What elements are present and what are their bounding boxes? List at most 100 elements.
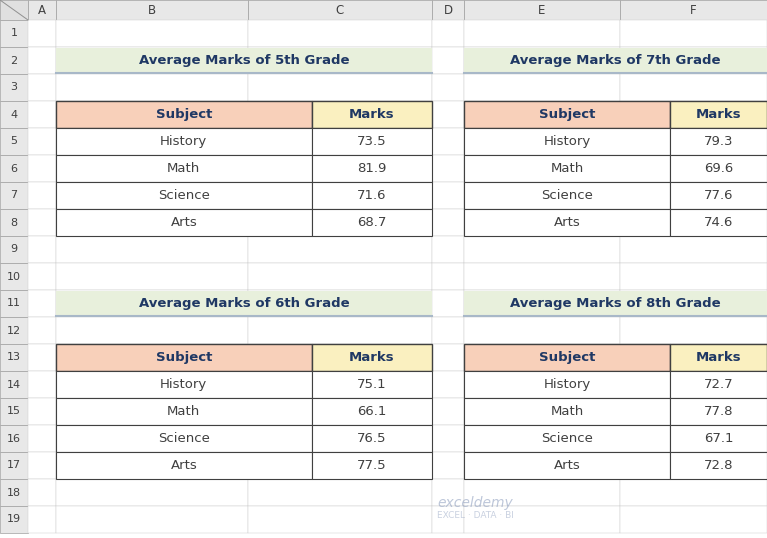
Text: Marks: Marks: [696, 351, 742, 364]
Text: 11: 11: [7, 299, 21, 308]
Text: 77.5: 77.5: [357, 459, 387, 472]
Bar: [56, 182, 311, 209]
Text: Average Marks of 8th Grade: Average Marks of 8th Grade: [510, 297, 721, 310]
Bar: [620, 209, 767, 236]
Text: 81.9: 81.9: [357, 162, 387, 175]
Text: E: E: [538, 4, 545, 17]
Bar: [56, 0, 248, 20]
Bar: [56, 290, 248, 317]
Bar: [28, 290, 56, 317]
Text: 77.8: 77.8: [704, 405, 733, 418]
Text: 69.6: 69.6: [704, 162, 733, 175]
Bar: [28, 74, 56, 101]
Text: 6: 6: [11, 164, 18, 173]
Bar: [464, 291, 767, 316]
Bar: [0, 371, 28, 398]
Bar: [620, 236, 767, 263]
Bar: [311, 155, 432, 182]
Text: 72.8: 72.8: [704, 459, 733, 472]
Bar: [56, 20, 248, 47]
Bar: [432, 20, 464, 47]
Bar: [56, 425, 311, 452]
Bar: [0, 209, 28, 236]
Bar: [248, 0, 432, 20]
Text: 14: 14: [7, 379, 21, 390]
Bar: [670, 182, 767, 209]
Bar: [0, 101, 28, 128]
Bar: [311, 398, 432, 425]
Bar: [464, 452, 670, 479]
Text: Arts: Arts: [554, 216, 581, 229]
Bar: [620, 47, 767, 74]
Bar: [464, 20, 620, 47]
Text: A: A: [38, 4, 46, 17]
Bar: [0, 236, 28, 263]
Bar: [464, 236, 620, 263]
Bar: [28, 506, 56, 533]
Bar: [432, 128, 464, 155]
Bar: [56, 344, 311, 371]
Bar: [432, 209, 464, 236]
Bar: [56, 209, 311, 236]
Bar: [56, 128, 311, 155]
Bar: [620, 506, 767, 533]
Text: EXCEL · DATA · BI: EXCEL · DATA · BI: [437, 511, 514, 520]
Bar: [432, 398, 464, 425]
Bar: [670, 452, 767, 479]
Bar: [432, 344, 464, 371]
Bar: [28, 398, 56, 425]
Bar: [464, 209, 670, 236]
Bar: [248, 128, 432, 155]
Bar: [432, 236, 464, 263]
Bar: [0, 398, 28, 425]
Bar: [248, 344, 432, 371]
Bar: [56, 452, 248, 479]
Bar: [620, 425, 767, 452]
Bar: [248, 182, 432, 209]
Text: 9: 9: [11, 244, 18, 254]
Bar: [670, 155, 767, 182]
Text: Math: Math: [551, 405, 584, 418]
Bar: [432, 182, 464, 209]
Text: Science: Science: [158, 189, 210, 202]
Bar: [620, 128, 767, 155]
Bar: [56, 398, 248, 425]
Bar: [28, 209, 56, 236]
Bar: [620, 0, 767, 20]
Text: 18: 18: [7, 487, 21, 498]
Bar: [28, 155, 56, 182]
Bar: [464, 452, 620, 479]
Bar: [432, 425, 464, 452]
Bar: [432, 47, 464, 74]
Bar: [620, 101, 767, 128]
Bar: [432, 290, 464, 317]
Bar: [432, 263, 464, 290]
Text: 3: 3: [11, 82, 18, 93]
Bar: [432, 506, 464, 533]
Bar: [56, 317, 248, 344]
Text: 12: 12: [7, 325, 21, 336]
Bar: [248, 20, 432, 47]
Bar: [28, 20, 56, 47]
Bar: [620, 479, 767, 506]
Bar: [464, 425, 620, 452]
Bar: [464, 344, 670, 371]
Bar: [248, 101, 432, 128]
Bar: [56, 48, 432, 73]
Bar: [248, 317, 432, 344]
Bar: [0, 317, 28, 344]
Text: 10: 10: [7, 272, 21, 281]
Bar: [620, 20, 767, 47]
Bar: [28, 425, 56, 452]
Bar: [432, 452, 464, 479]
Bar: [311, 128, 432, 155]
Bar: [0, 0, 28, 20]
Bar: [0, 344, 28, 371]
Bar: [248, 425, 432, 452]
Bar: [56, 209, 248, 236]
Bar: [464, 344, 620, 371]
Bar: [432, 479, 464, 506]
Text: 71.6: 71.6: [357, 189, 387, 202]
Bar: [56, 398, 311, 425]
Bar: [464, 506, 620, 533]
